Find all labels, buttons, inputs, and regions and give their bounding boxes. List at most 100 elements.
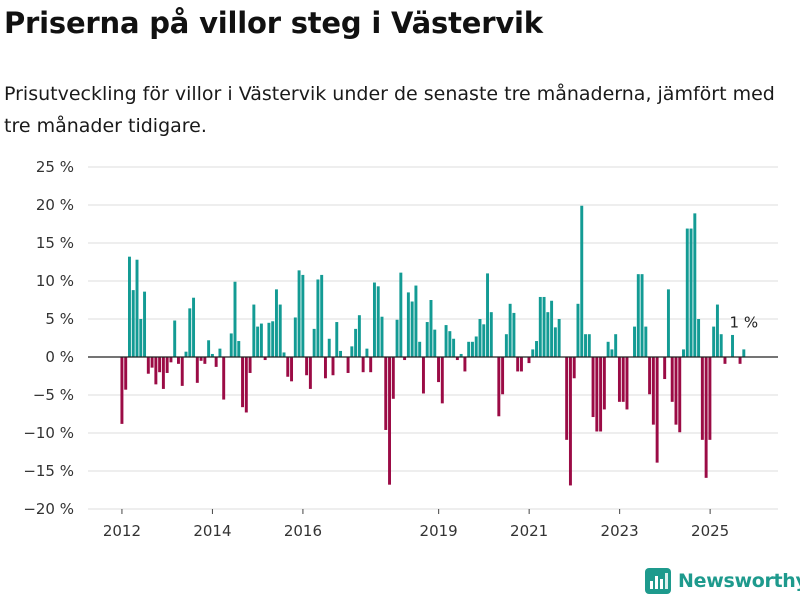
- bar-positive[interactable]: [666, 289, 670, 357]
- bar-negative[interactable]: [150, 357, 154, 368]
- bar-negative[interactable]: [180, 357, 184, 386]
- bar-positive[interactable]: [327, 338, 331, 357]
- bar-negative[interactable]: [161, 357, 165, 389]
- bar-negative[interactable]: [165, 357, 169, 373]
- bar-positive[interactable]: [640, 274, 644, 357]
- bar-positive[interactable]: [610, 349, 614, 357]
- bar-positive[interactable]: [282, 352, 286, 357]
- bar-negative[interactable]: [346, 357, 350, 373]
- bar-negative[interactable]: [214, 357, 218, 367]
- bar-positive[interactable]: [719, 334, 723, 357]
- bar-negative[interactable]: [663, 357, 667, 380]
- bar-positive[interactable]: [256, 326, 260, 357]
- bar-positive[interactable]: [584, 334, 587, 357]
- bar-positive[interactable]: [418, 341, 422, 357]
- bar-positive[interactable]: [633, 326, 636, 357]
- bar-negative[interactable]: [463, 357, 467, 372]
- bar-positive[interactable]: [312, 328, 316, 357]
- bar-negative[interactable]: [651, 357, 655, 425]
- bar-positive[interactable]: [685, 228, 689, 357]
- bar-positive[interactable]: [237, 341, 241, 357]
- bar-negative[interactable]: [617, 357, 621, 402]
- bar-negative[interactable]: [678, 357, 682, 433]
- bar-positive[interactable]: [376, 286, 380, 357]
- bar-negative[interactable]: [648, 357, 652, 395]
- bar-negative[interactable]: [199, 357, 203, 361]
- bar-positive[interactable]: [452, 338, 456, 357]
- bar-positive[interactable]: [399, 272, 403, 357]
- bar-positive[interactable]: [689, 228, 693, 357]
- bar-positive[interactable]: [715, 304, 719, 357]
- bar-negative[interactable]: [704, 357, 708, 478]
- bar-positive[interactable]: [482, 324, 486, 357]
- bar-negative[interactable]: [625, 357, 629, 410]
- bar-positive[interactable]: [742, 349, 746, 357]
- bar-negative[interactable]: [222, 357, 226, 400]
- bar-negative[interactable]: [361, 357, 365, 373]
- bar-positive[interactable]: [712, 326, 716, 357]
- bar-positive[interactable]: [278, 304, 282, 357]
- bar-positive[interactable]: [252, 304, 256, 357]
- bar-positive[interactable]: [557, 319, 561, 357]
- bar-positive[interactable]: [489, 312, 493, 357]
- bar-positive[interactable]: [210, 353, 214, 357]
- bar-positive[interactable]: [546, 312, 550, 357]
- bar-positive[interactable]: [173, 320, 177, 357]
- bar-positive[interactable]: [478, 319, 482, 357]
- bar-positive[interactable]: [372, 282, 376, 357]
- bar-positive[interactable]: [448, 331, 452, 357]
- bar-positive[interactable]: [395, 319, 399, 357]
- bar-positive[interactable]: [406, 292, 410, 357]
- bar-positive[interactable]: [335, 322, 339, 357]
- bar-positive[interactable]: [606, 341, 610, 357]
- bar-negative[interactable]: [602, 357, 606, 410]
- bar-negative[interactable]: [421, 357, 425, 394]
- bar-positive[interactable]: [339, 350, 343, 357]
- bar-positive[interactable]: [444, 325, 448, 357]
- bar-positive[interactable]: [184, 351, 188, 357]
- bar-negative[interactable]: [305, 357, 309, 376]
- bar-positive[interactable]: [357, 315, 361, 357]
- bar-positive[interactable]: [535, 341, 538, 357]
- bar-positive[interactable]: [538, 296, 542, 357]
- bar-positive[interactable]: [486, 273, 489, 357]
- brand-logo[interactable]: Newsworthy: [645, 568, 800, 594]
- bar-positive[interactable]: [233, 281, 237, 357]
- bar-positive[interactable]: [576, 303, 580, 357]
- bar-negative[interactable]: [241, 357, 245, 408]
- bar-negative[interactable]: [177, 357, 180, 364]
- bar-positive[interactable]: [135, 259, 139, 357]
- bar-negative[interactable]: [723, 357, 727, 364]
- bar-positive[interactable]: [682, 349, 685, 357]
- bar-negative[interactable]: [455, 357, 459, 361]
- bar-negative[interactable]: [169, 357, 173, 363]
- bar-positive[interactable]: [531, 349, 535, 357]
- bar-positive[interactable]: [354, 328, 358, 357]
- bar-positive[interactable]: [207, 340, 211, 357]
- bar-positive[interactable]: [731, 334, 734, 357]
- bar-positive[interactable]: [410, 301, 414, 357]
- bar-positive[interactable]: [429, 300, 433, 357]
- bar-positive[interactable]: [380, 316, 384, 357]
- bar-positive[interactable]: [192, 297, 196, 357]
- bar-negative[interactable]: [591, 357, 595, 418]
- bar-positive[interactable]: [425, 322, 429, 357]
- bar-positive[interactable]: [301, 274, 305, 357]
- bar-negative[interactable]: [516, 357, 520, 372]
- bar-positive[interactable]: [297, 270, 301, 357]
- bar-negative[interactable]: [700, 357, 704, 440]
- bar-negative[interactable]: [440, 357, 444, 404]
- bar-negative[interactable]: [595, 357, 599, 432]
- bar-positive[interactable]: [508, 303, 512, 357]
- bar-negative[interactable]: [403, 357, 407, 361]
- bar-positive[interactable]: [218, 348, 222, 357]
- bar-negative[interactable]: [124, 357, 128, 390]
- bar-positive[interactable]: [636, 274, 640, 357]
- bar-negative[interactable]: [146, 357, 150, 374]
- bar-negative[interactable]: [497, 357, 501, 417]
- bar-negative[interactable]: [286, 357, 290, 377]
- bar-negative[interactable]: [154, 357, 158, 385]
- bar-negative[interactable]: [572, 357, 576, 379]
- bar-negative[interactable]: [670, 357, 674, 402]
- bar-negative[interactable]: [519, 357, 523, 372]
